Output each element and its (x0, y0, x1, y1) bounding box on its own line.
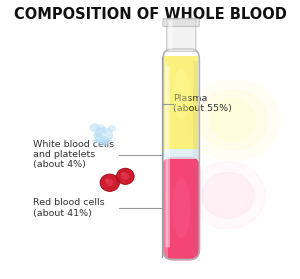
Ellipse shape (95, 130, 102, 135)
Bar (164, 56, 198, 149)
Ellipse shape (121, 172, 124, 175)
Ellipse shape (102, 139, 109, 144)
Ellipse shape (96, 132, 102, 137)
Ellipse shape (96, 124, 105, 131)
Text: Red blood cells
(about 41%): Red blood cells (about 41%) (33, 198, 105, 218)
Ellipse shape (94, 139, 99, 143)
Ellipse shape (93, 138, 98, 142)
Ellipse shape (107, 138, 113, 143)
Text: Plasma
(about 55%): Plasma (about 55%) (173, 94, 232, 113)
Ellipse shape (173, 68, 190, 120)
Ellipse shape (210, 100, 256, 140)
Bar (193, 61, 198, 258)
Ellipse shape (96, 132, 103, 138)
Ellipse shape (96, 135, 106, 143)
Ellipse shape (188, 80, 279, 160)
Text: White blood cells
and platelets
(about 4%): White blood cells and platelets (about 4… (33, 140, 114, 169)
Ellipse shape (94, 128, 112, 143)
FancyBboxPatch shape (168, 20, 172, 49)
Ellipse shape (105, 179, 109, 182)
Ellipse shape (90, 123, 100, 131)
Ellipse shape (190, 162, 265, 229)
Ellipse shape (116, 168, 134, 184)
Ellipse shape (122, 173, 129, 180)
Bar (164, 61, 168, 258)
FancyBboxPatch shape (167, 18, 196, 51)
Ellipse shape (172, 179, 190, 238)
Ellipse shape (100, 174, 119, 191)
Ellipse shape (95, 138, 104, 146)
Ellipse shape (99, 128, 105, 133)
FancyBboxPatch shape (165, 66, 170, 247)
Bar (164, 149, 198, 159)
Ellipse shape (103, 130, 108, 134)
Ellipse shape (99, 136, 110, 145)
FancyBboxPatch shape (162, 157, 200, 260)
Ellipse shape (106, 179, 114, 186)
Text: COMPOSITION OF WHOLE BLOOD: COMPOSITION OF WHOLE BLOOD (14, 7, 286, 22)
Ellipse shape (202, 172, 254, 218)
Ellipse shape (89, 124, 100, 132)
Ellipse shape (93, 133, 98, 137)
Ellipse shape (108, 125, 116, 132)
Ellipse shape (101, 140, 109, 146)
Ellipse shape (199, 90, 267, 150)
FancyBboxPatch shape (163, 19, 199, 27)
